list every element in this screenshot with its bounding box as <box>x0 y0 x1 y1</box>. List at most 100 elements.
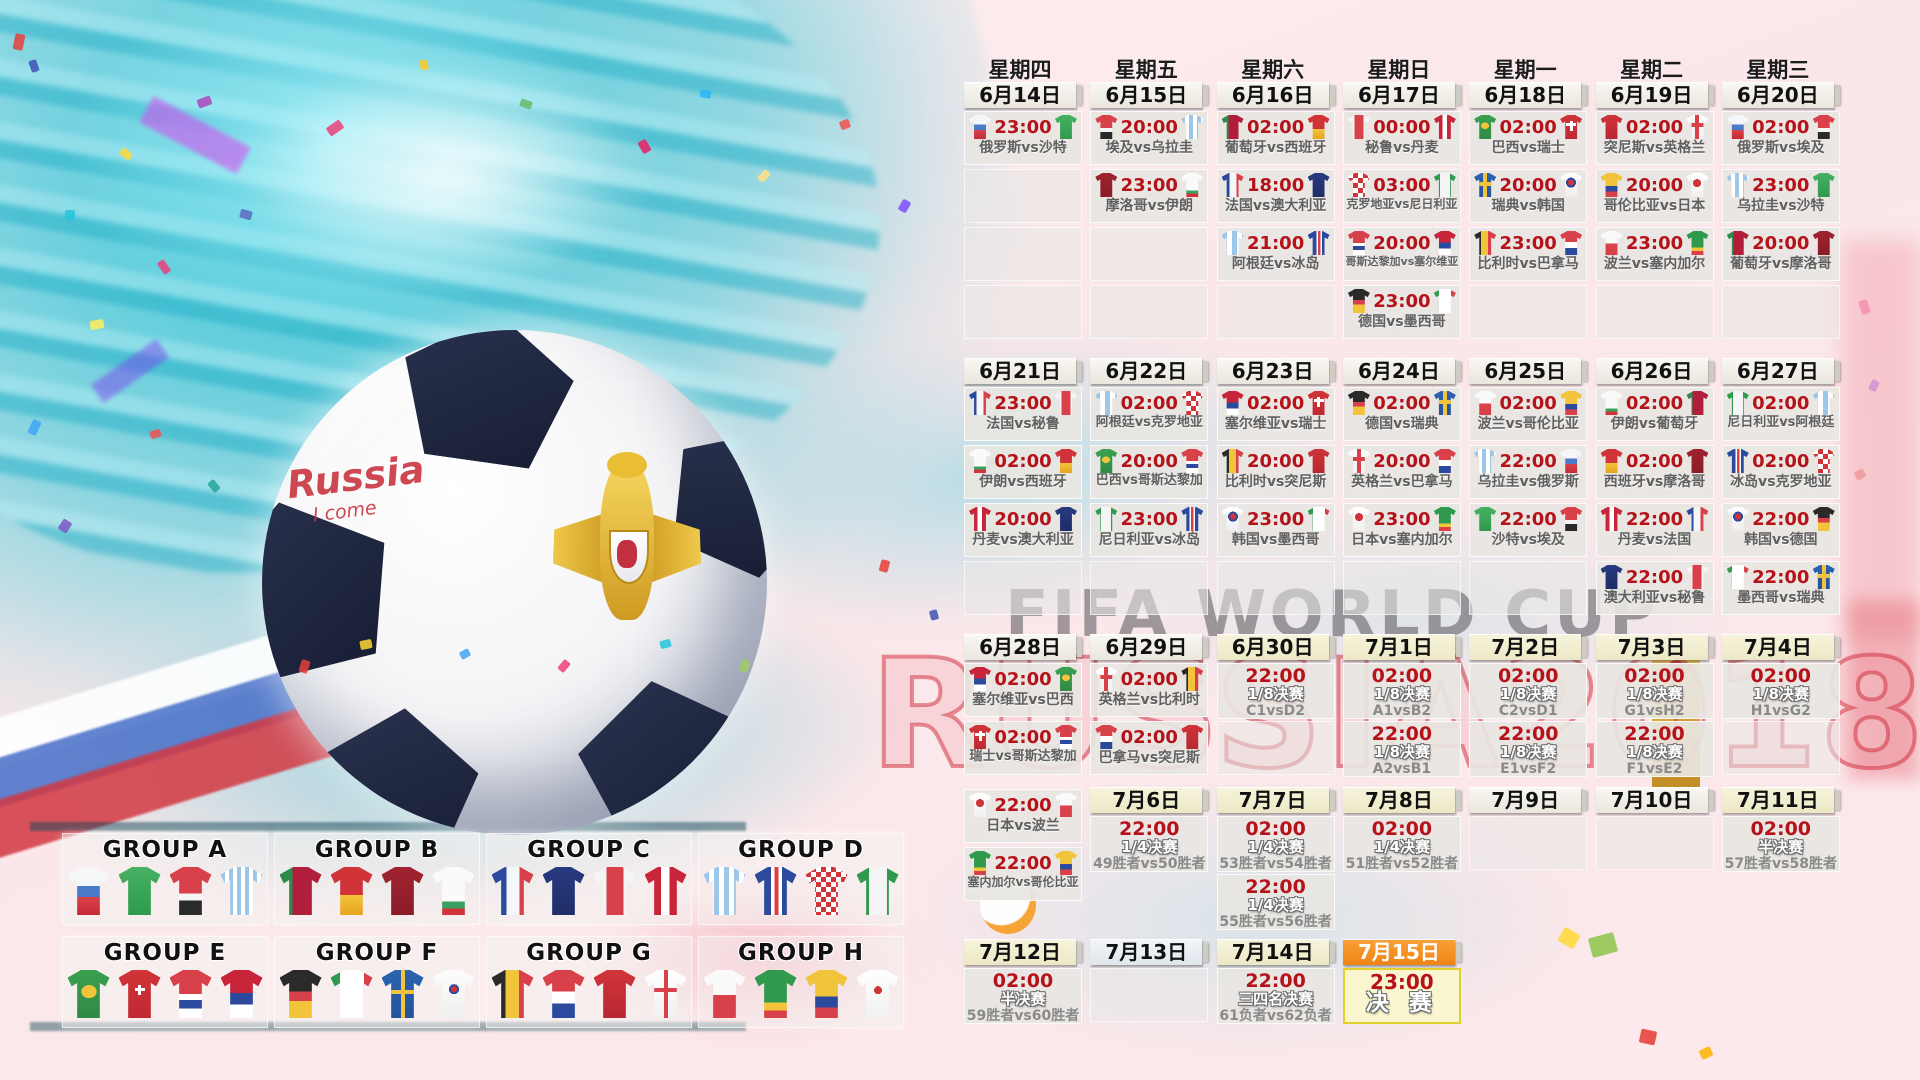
jersey-icon-be <box>491 970 534 1018</box>
match-cell: 21:00 阿根廷vs冰岛 <box>1216 227 1335 281</box>
group-jerseys <box>487 867 691 915</box>
match-top-row: 23:00 <box>1218 504 1334 531</box>
round-label: 1/8决赛 <box>1373 743 1431 761</box>
match-top-row: 02:00 <box>1344 388 1460 415</box>
match-time: 02:00 <box>1752 116 1810 138</box>
weekday-label: 星期五 <box>1114 58 1178 82</box>
match-time: 22:00 <box>994 852 1052 874</box>
round-label: 决 赛 <box>1365 990 1438 1016</box>
team-names: 韩国vs墨西哥 <box>1231 532 1320 548</box>
team-names: 埃及vs乌拉圭 <box>1105 140 1194 156</box>
jersey-icon-mx <box>1433 289 1456 313</box>
group-box: GROUP H <box>698 936 904 1028</box>
jersey-icon-ir <box>1181 173 1204 197</box>
jersey-icon-uy <box>1726 173 1749 197</box>
group-title: GROUP C <box>527 837 651 863</box>
match-cell: 02:00 西班牙vs摩洛哥 <box>1595 445 1714 499</box>
jersey-icon-ch <box>1307 391 1330 415</box>
jersey-icon-fr <box>1686 507 1709 531</box>
jersey-icon-pt <box>1221 115 1244 139</box>
match-time: 02:00 <box>1120 392 1178 414</box>
match-cell: 23:00 俄罗斯vs沙特 <box>964 111 1082 165</box>
jersey-icon-ru <box>1726 115 1749 139</box>
date-box: 7月7日 <box>1216 787 1335 813</box>
match-top-row: 02:00 <box>965 722 1081 749</box>
match-time: 20:00 <box>994 508 1052 530</box>
date-box: 7月2日 <box>1469 634 1588 660</box>
match-time: 20:00 <box>1625 174 1684 196</box>
jersey-icon-au <box>1307 173 1330 197</box>
jersey-icon-pa <box>1560 231 1583 255</box>
match-time: 21:00 <box>1246 232 1305 254</box>
jersey-icon-ma <box>381 867 424 915</box>
match-time: 02:00 <box>994 668 1052 690</box>
group-jerseys <box>487 970 691 1018</box>
team-names: 哥伦比亚vs日本 <box>1603 198 1706 214</box>
match-time: 20:00 <box>1120 116 1178 138</box>
date-box: 7月11日 <box>1721 787 1840 813</box>
match-cell: 22:00 沙特vs埃及 <box>1469 503 1588 557</box>
jersey-icon-en <box>1347 449 1370 473</box>
match-cell: 22:00 澳大利亚vs秘鲁 <box>1595 561 1714 615</box>
jersey-icon-ch <box>969 725 991 749</box>
knockout-cell: 02:00 1/8决赛 A1vsB2 <box>1342 663 1461 719</box>
match-top-row: 00:00 <box>1344 112 1460 139</box>
jersey-icon-au <box>542 867 585 915</box>
jersey-icon-dk <box>969 507 991 531</box>
match-time: 20:00 <box>1120 450 1178 472</box>
jersey-icon-ir <box>969 449 991 473</box>
weekday-label: 星期六 <box>1241 58 1305 82</box>
team-names: 俄罗斯vs埃及 <box>1737 140 1825 156</box>
match-code: 59胜者vs60胜者 <box>966 1008 1080 1024</box>
team-names: 沙特vs埃及 <box>1491 532 1565 548</box>
group-title: GROUP G <box>526 940 652 966</box>
jersey-icon-ma <box>1812 231 1835 255</box>
match-cell: 02:00 伊朗vs西班牙 <box>964 445 1082 499</box>
match-time: 02:00 <box>994 726 1052 748</box>
match-top-row: 02:00 <box>1091 722 1207 749</box>
jersey-icon-ch <box>118 970 161 1018</box>
team-names: 冰岛vs克罗地亚 <box>1730 474 1832 490</box>
jersey-icon-pe <box>1347 115 1370 139</box>
match-cell: 22:00 塞内加尔vs哥伦比亚 <box>964 847 1082 901</box>
jersey-icon-ar <box>703 867 746 915</box>
match-top-row: 02:00 <box>1597 446 1713 473</box>
match-code: H1vsG2 <box>1750 703 1811 719</box>
round-label: 1/4决赛 <box>1247 896 1304 914</box>
jersey-icon-co <box>1054 851 1077 875</box>
jersey-icon-br <box>1095 449 1118 473</box>
team-names: 秘鲁vs丹麦 <box>1365 140 1439 156</box>
round-label: 三四名决赛 <box>1238 990 1314 1008</box>
date-box: 7月10日 <box>1595 787 1714 813</box>
match-top-row: 02:00 <box>1723 446 1839 473</box>
match-time: 22:00 <box>1499 508 1557 530</box>
group-jerseys <box>699 867 903 915</box>
match-cell: 20:00 巴西vs哥斯达黎加 <box>1090 445 1209 499</box>
jersey-icon-cr <box>1181 449 1204 473</box>
match-top-row: 22:00 <box>965 848 1081 875</box>
match-cell: 20:00 比利时vs突尼斯 <box>1216 445 1335 499</box>
jersey-icon-de <box>1812 507 1835 531</box>
team-names: 英格兰vs比利时 <box>1098 692 1201 708</box>
team-names: 阿根廷vs克罗地亚 <box>1095 415 1203 430</box>
round-label: 1/8决赛 <box>1752 685 1809 703</box>
jersey-icon-cr <box>1054 725 1077 749</box>
match-code: A1vsB2 <box>1372 703 1432 719</box>
match-cell: 23:00 德国vs墨西哥 <box>1342 285 1461 339</box>
team-names: 伊朗vs葡萄牙 <box>1610 416 1699 432</box>
jersey-icon-hr <box>1812 449 1835 473</box>
jersey-icon-uy <box>1181 115 1204 139</box>
match-top-row: 22:00 <box>1470 504 1586 531</box>
jersey-icon-kr <box>1221 507 1244 531</box>
knockout-cell: 02:00 半决赛 57胜者vs58胜者 <box>1721 816 1840 872</box>
match-top-row: 22:00 <box>1470 446 1586 473</box>
match-top-row: 23:00 <box>1470 228 1586 255</box>
match-time: 23:00 <box>1752 174 1810 196</box>
match-time: 22:00 <box>1624 723 1685 745</box>
empty-cell <box>1469 816 1588 870</box>
match-code: C1vsD2 <box>1246 703 1306 719</box>
match-time: 18:00 <box>1246 174 1305 196</box>
date-box: 6月16日 <box>1216 82 1335 108</box>
group-title: GROUP B <box>314 837 440 863</box>
jersey-icon-ir <box>432 867 475 915</box>
